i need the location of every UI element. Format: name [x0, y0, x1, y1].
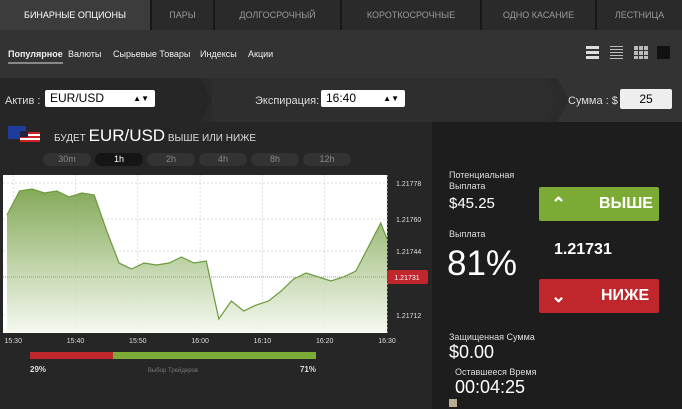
time-value: 00:04:25 [455, 377, 526, 397]
trader-bar [112, 352, 316, 359]
trader-title: Выбор Трейдеров [148, 367, 198, 374]
timeframe[interactable]: 4h [199, 153, 247, 166]
payout-label: Выплата [449, 229, 486, 239]
status-icon [449, 399, 457, 407]
call-label: ВЫШЕ [599, 195, 653, 212]
current-label: 1.21731 [394, 275, 419, 282]
subnav-item[interactable]: Валюты [68, 49, 102, 59]
timeframe[interactable]: 1h [95, 153, 143, 166]
protected-label: Защищенная Сумма [449, 332, 535, 342]
subnav-item[interactable]: Популярное [8, 49, 63, 64]
expiry-label: Экспирация: [255, 95, 320, 107]
amount-value: 25 [639, 92, 653, 106]
payout-value: 81% [447, 244, 518, 283]
potential-value: $45.25 [449, 195, 495, 212]
put-button[interactable]: ⌄ НИЖЕ [539, 279, 659, 313]
x-tick-label: 16:20 [316, 338, 334, 345]
current-price: 1.21731 [554, 241, 612, 258]
x-tick-label: 16:30 [378, 338, 396, 345]
y-tick-label: 1.21760 [396, 217, 421, 224]
subnav-item[interactable]: Индексы [200, 49, 237, 59]
timeframe[interactable]: 2h [147, 153, 195, 166]
tab[interactable]: БИНАРНЫЕ ОПЦИОНЫ [0, 0, 150, 30]
header-asset: EUR/USD [88, 126, 166, 145]
tab[interactable]: ОДНО КАСАНИЕ [482, 0, 595, 30]
subnav-item[interactable]: Акции [248, 49, 274, 59]
trader-put-label: 29% [30, 365, 46, 374]
call-button[interactable]: ⌃ ВЫШЕ [539, 187, 659, 221]
asset-value: EUR/USD [50, 91, 105, 105]
amount-label: Сумма : $ [568, 95, 618, 107]
expiry-select[interactable]: 16:40 ▲▼ [321, 90, 405, 107]
header-suffix: ВЫШЕ ИЛИ НИЖЕ [167, 133, 257, 144]
x-tick-label: 16:10 [254, 338, 272, 345]
x-tick-label: 16:00 [191, 338, 209, 345]
tab[interactable]: ДОЛГОСРОЧНЫЙ [215, 0, 340, 30]
price-line [6, 188, 388, 321]
timeframe[interactable]: 30m [43, 153, 91, 166]
amount-input[interactable]: 25 [620, 89, 672, 109]
timeframe[interactable]: 12h [303, 153, 351, 166]
trader-bar [30, 352, 113, 359]
area [7, 189, 387, 333]
trader-call-label: 71% [300, 365, 316, 374]
tab[interactable]: КОРОТКОСРОЧНЫЕ [342, 0, 480, 30]
y-tick-label: 1.21712 [396, 313, 421, 320]
x-tick-label: 15:50 [129, 338, 147, 345]
tab[interactable]: ЛЕСТНИЦА [597, 0, 682, 30]
chart-header: БУДЕТ EUR/USD ВЫШЕ ИЛИ НИЖЕ [54, 126, 256, 146]
asset-select[interactable]: EUR/USD ▲▼ [45, 90, 155, 107]
header-prefix: БУДЕТ [54, 133, 86, 144]
current-badge [387, 270, 428, 284]
asset-label: Актив : [5, 95, 41, 107]
protected-value: $0.00 [449, 342, 495, 362]
sub-bar [0, 30, 682, 78]
tab[interactable]: ПАРЫ [152, 0, 213, 30]
view-toggles [586, 46, 670, 59]
potential-label: Потенциальная Выплата [449, 170, 515, 191]
trade-panel [432, 122, 682, 409]
put-label: НИЖЕ [601, 287, 650, 304]
timeframe[interactable]: 8h [251, 153, 299, 166]
subnav-item[interactable]: Сырьевые Товары [113, 49, 191, 59]
x-tick-label: 15:40 [67, 338, 85, 345]
expiry-value: 16:40 [326, 91, 357, 105]
x-tick-label: 15:30 [4, 338, 22, 345]
flag-icon [8, 126, 40, 142]
chart: 1.21778 1.21760 1.21744 1.21712 15:30 15:40 15… [3, 175, 428, 374]
y-tick-label: 1.21744 [396, 249, 421, 256]
y-tick-label: 1.21778 [396, 181, 421, 188]
time-label: Оставшееся Время [455, 367, 537, 377]
